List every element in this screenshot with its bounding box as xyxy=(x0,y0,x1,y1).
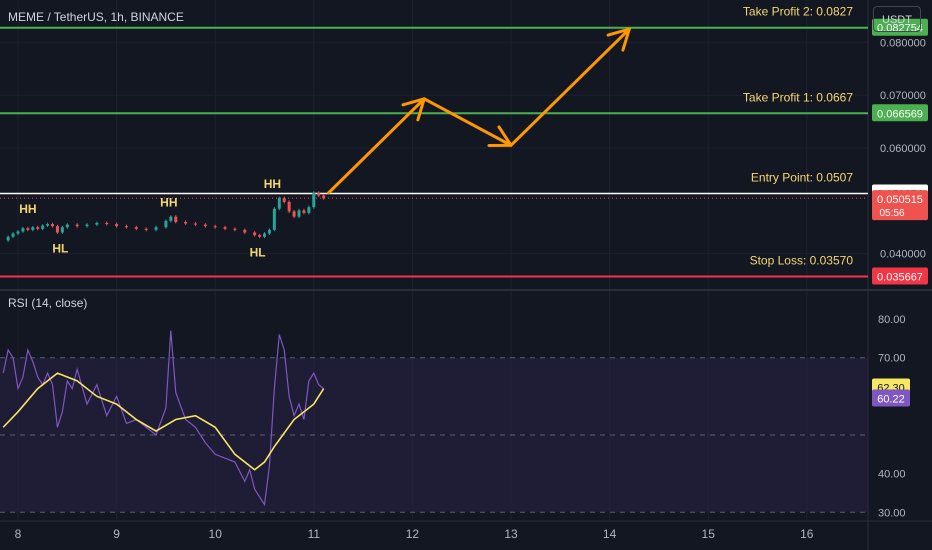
projection-arrowhead xyxy=(401,97,426,122)
rsi-title[interactable]: RSI (14, close) xyxy=(8,296,87,310)
swing-annotation: HL xyxy=(250,246,266,260)
level-label: Stop Loss: 0.03570 xyxy=(750,254,854,268)
level-price-tag-text: 0.066569 xyxy=(877,108,923,120)
swing-annotation: HH xyxy=(19,202,36,216)
candle-body xyxy=(55,226,59,233)
swing-annotation: HH xyxy=(264,177,281,191)
rsi-background xyxy=(0,357,868,513)
time-axis-tick: 13 xyxy=(504,527,518,541)
candle-body xyxy=(174,216,178,222)
candle-body xyxy=(184,221,188,224)
candle-body xyxy=(154,227,158,230)
candle-body xyxy=(95,223,99,225)
candle-body xyxy=(253,232,257,236)
rsi-value-tag xyxy=(872,389,910,407)
candle-body xyxy=(277,198,281,209)
projection-arrow xyxy=(327,27,631,195)
candle-body xyxy=(243,229,247,233)
time-axis-tick: 15 xyxy=(702,527,716,541)
candle-body xyxy=(60,227,64,233)
level-price-tag-text: 0.035667 xyxy=(877,272,923,284)
candle-body xyxy=(272,208,276,230)
currency-button[interactable]: USDT xyxy=(873,6,921,32)
projection-arrowhead xyxy=(606,27,631,52)
candle-body xyxy=(124,226,128,228)
candle-body xyxy=(322,195,326,199)
candle-body xyxy=(41,225,45,229)
swing-annotation: HH xyxy=(160,196,177,210)
candle-body xyxy=(75,224,79,227)
candle-body xyxy=(144,228,148,230)
candle-body xyxy=(85,224,89,227)
price-axis-tick: 0.060000 xyxy=(880,143,926,155)
candle-body xyxy=(233,228,237,230)
candle-body xyxy=(297,210,301,217)
candle-body xyxy=(31,227,35,230)
swing-annotation: HL xyxy=(52,242,68,256)
candle-body xyxy=(267,229,271,234)
rsi-plot: RSI (14, close) xyxy=(2,296,325,507)
level-label: Take Profit 2: 0.0827 xyxy=(743,5,853,19)
candle-body xyxy=(312,192,316,208)
time-axis-tick: 8 xyxy=(15,527,22,541)
candle-body xyxy=(307,207,311,213)
candle-body xyxy=(36,227,40,229)
time-axis-tick: 10 xyxy=(209,527,223,541)
level-label: Entry Point: 0.0507 xyxy=(751,171,853,185)
time-axis-tick: 14 xyxy=(603,527,617,541)
rsi-axis-tick: 40.00 xyxy=(878,469,906,481)
current-price-tag xyxy=(872,190,928,221)
rsi-line xyxy=(2,330,325,507)
candle-body xyxy=(105,223,109,225)
candle-body xyxy=(193,223,197,225)
candle-body xyxy=(164,220,168,228)
candle-body xyxy=(203,224,207,227)
candle-body xyxy=(258,235,262,237)
candle-body xyxy=(263,233,266,237)
candle-body xyxy=(223,227,227,229)
candle-body xyxy=(317,192,321,196)
candle-body xyxy=(21,228,25,232)
rsi-axis-tick: 80.00 xyxy=(878,314,906,326)
price-axis-tick: 0.070000 xyxy=(880,90,926,102)
rsi-axis-tick: 70.00 xyxy=(878,353,906,365)
candle-body xyxy=(287,201,291,212)
candle-body xyxy=(26,228,30,230)
time-axis-tick: 9 xyxy=(113,527,120,541)
price-plot: Take Profit 2: 0.0827 Take Profit 1: 0.06… xyxy=(0,5,868,278)
level-label: Take Profit 1: 0.0667 xyxy=(743,90,853,104)
candle-countdown: 05:56 xyxy=(879,208,904,219)
candle-body xyxy=(6,236,10,241)
candle-body xyxy=(292,211,296,217)
current-price-value: 0.050515 xyxy=(877,194,923,206)
time-axis-tick: 16 xyxy=(800,527,814,541)
candle-body xyxy=(282,198,286,202)
rsi-axis-tick: 30.00 xyxy=(878,507,906,519)
candle-body xyxy=(51,224,55,227)
rsi-value-text: 60.22 xyxy=(877,393,905,405)
axes: 0.0827540.0665690.0513740.0356670.050515… xyxy=(15,18,928,541)
candle-body xyxy=(65,224,69,228)
level-price-tag xyxy=(872,267,928,285)
rsi-ma-line xyxy=(2,372,325,471)
candle-body xyxy=(213,226,217,228)
projection-arrowhead xyxy=(487,125,513,147)
candle-body xyxy=(16,231,20,234)
price-axis-tick: 0.040000 xyxy=(880,249,926,261)
candle-body xyxy=(134,227,138,229)
candle-body xyxy=(169,216,173,221)
price-axis-tick: 0.080000 xyxy=(880,37,926,49)
time-axis-tick: 12 xyxy=(406,527,420,541)
candle-body xyxy=(302,210,306,213)
symbol-title[interactable]: MEME / TetherUS, 1h, BINANCE xyxy=(8,10,184,24)
time-axis-tick: 11 xyxy=(308,527,321,541)
candle-body xyxy=(11,233,15,237)
candle-body xyxy=(46,224,50,226)
candle-body xyxy=(115,224,119,227)
level-price-tag xyxy=(872,104,928,122)
